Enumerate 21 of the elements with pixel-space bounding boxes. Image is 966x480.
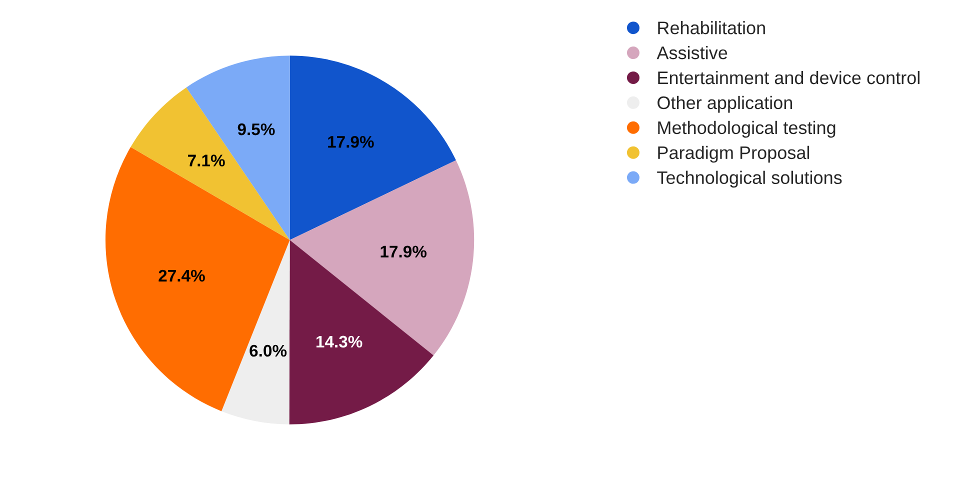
legend-label: Technological solutions — [657, 170, 842, 188]
data-label: 6.0% — [250, 344, 287, 357]
legend-label: Assistive — [656, 46, 728, 60]
data-label: 17.9% — [380, 246, 427, 258]
pie-slice — [130, 87, 290, 240]
data-label: 17.9% — [328, 136, 374, 148]
data-label: 27.4% — [158, 270, 205, 282]
data-label: 7.1% — [188, 154, 225, 166]
legend-label: Paradigm Proposal — [658, 146, 810, 163]
pie-slice — [105, 147, 290, 412]
data-label: 14.3% — [316, 336, 362, 348]
pie-slice — [221, 240, 290, 424]
pie-slice — [289, 240, 434, 424]
pie-slice — [290, 56, 456, 240]
legend-label: Rehabilitation — [658, 21, 765, 34]
legend-label: Methodological testing — [658, 120, 836, 138]
pie-slice — [290, 160, 474, 356]
legend-label: Other application — [658, 96, 792, 113]
legend-label: Entertainment and device control — [658, 70, 920, 84]
pie-slice — [186, 56, 290, 240]
data-label: 9.5% — [238, 123, 275, 136]
